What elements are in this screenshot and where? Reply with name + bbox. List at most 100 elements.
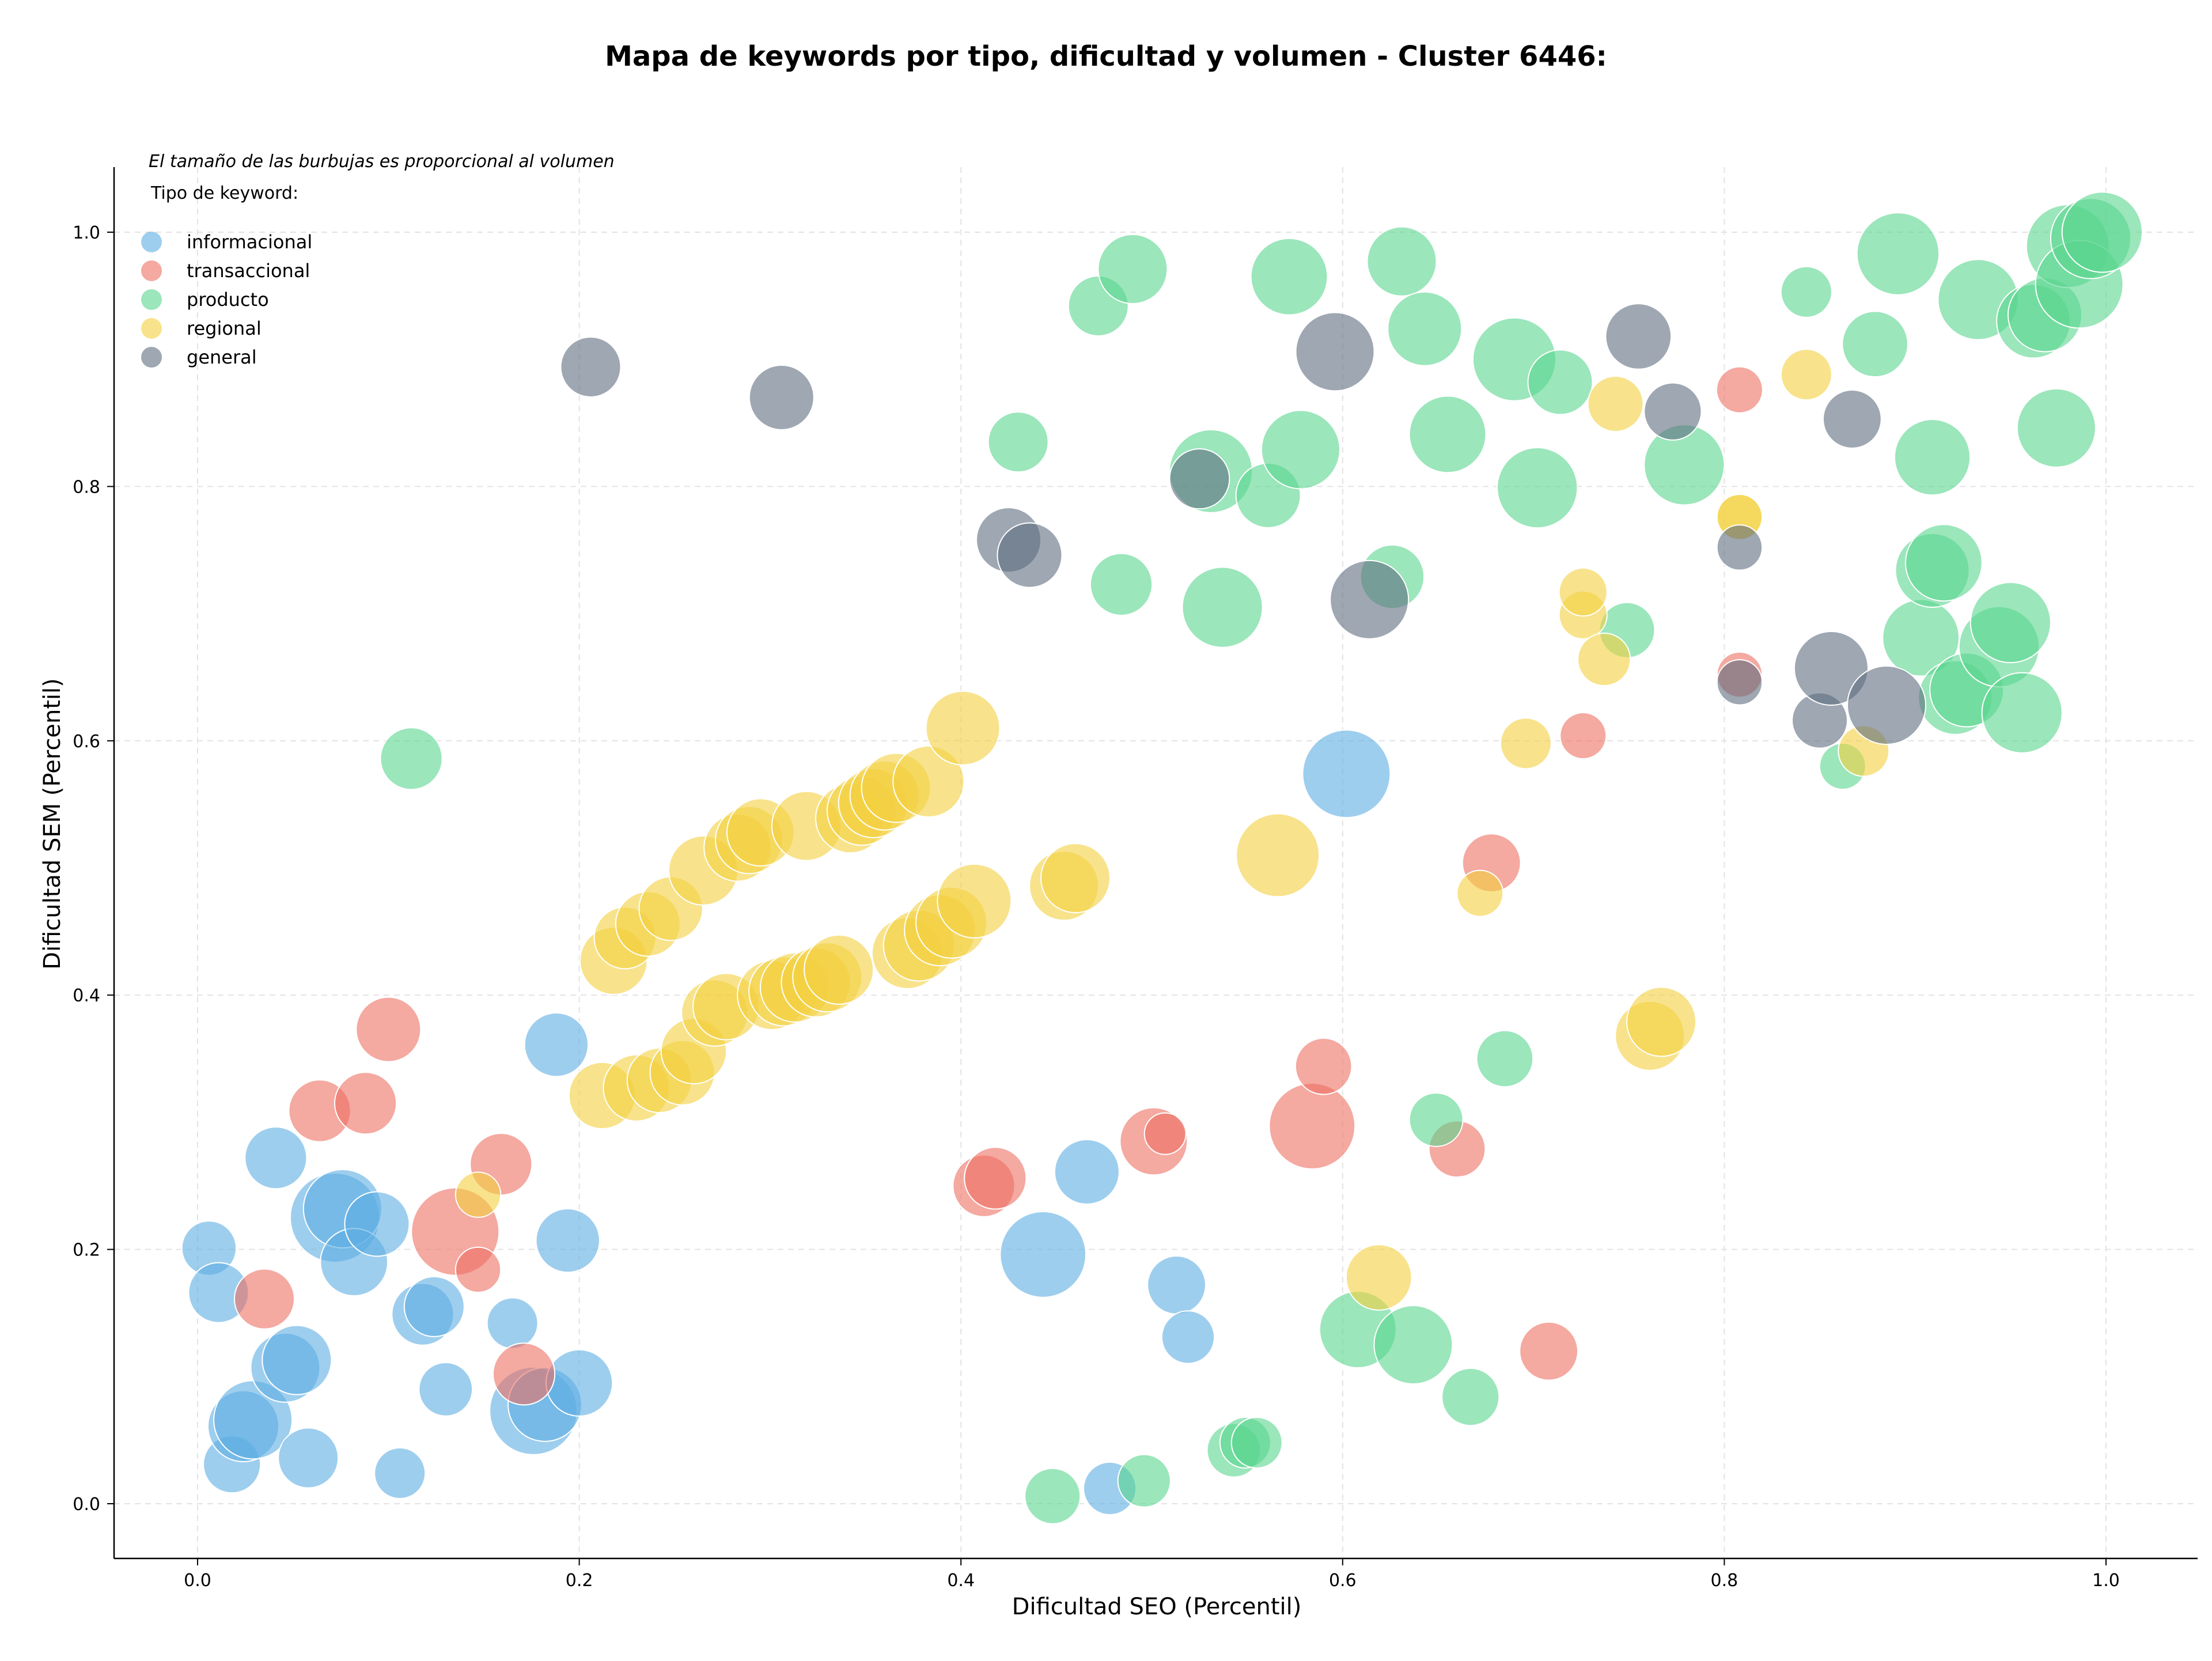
- regional-bubble: [1499, 717, 1552, 770]
- producto-bubble: [1181, 566, 1263, 648]
- legend-label-informacional: informacional: [187, 231, 312, 253]
- informacional-bubble: [418, 1361, 474, 1417]
- producto-bubble: [1408, 395, 1487, 474]
- regional-bubble: [1626, 986, 1697, 1057]
- regional-bubble: [454, 1171, 502, 1218]
- informacional-bubble: [524, 1012, 589, 1077]
- producto-bubble: [987, 411, 1049, 473]
- transaccional-bubble: [1519, 1321, 1579, 1381]
- x-tick-label: 1.0: [2092, 1571, 2120, 1591]
- informacional-bubble: [1147, 1255, 1206, 1315]
- regional-bubble: [937, 863, 1012, 939]
- producto-bubble: [1250, 237, 1328, 316]
- y-tick-label: 0.0: [73, 1494, 100, 1515]
- x-tick-label: 0.2: [566, 1571, 593, 1591]
- regional-bubble: [892, 745, 965, 818]
- general-bubble: [1716, 524, 1763, 571]
- producto-bubble: [1024, 1467, 1081, 1524]
- producto-bubble: [380, 727, 443, 790]
- y-tick-label: 1.0: [73, 223, 100, 243]
- producto-bubble: [1408, 1092, 1464, 1147]
- producto-bubble: [1230, 1417, 1283, 1469]
- regional-bubble: [1558, 567, 1608, 617]
- general-bubble: [1295, 312, 1375, 392]
- transaccional-bubble: [492, 1342, 556, 1406]
- legend-marker-regional: [141, 318, 162, 339]
- producto-bubble: [1893, 419, 1971, 496]
- x-tick-label: 0.4: [947, 1571, 975, 1591]
- bubble-layer: [181, 191, 2143, 1524]
- legend-marker-general: [141, 347, 162, 368]
- general-bubble: [748, 364, 815, 430]
- general-bubble: [560, 336, 622, 398]
- x-tick-label: 0.8: [1711, 1571, 1738, 1591]
- producto-bubble: [1497, 447, 1578, 529]
- regional-bubble: [1236, 813, 1320, 898]
- producto-bubble: [1097, 234, 1168, 305]
- axes-layer: [113, 167, 2198, 1560]
- y-tick-label: 0.8: [73, 477, 100, 497]
- transaccional-bubble: [355, 996, 422, 1062]
- producto-bubble: [1260, 410, 1340, 490]
- transaccional-bubble: [1294, 1037, 1353, 1095]
- chart-title: Mapa de keywords por tipo, dificultad y …: [605, 40, 1607, 73]
- transaccional-bubble: [334, 1072, 397, 1135]
- producto-bubble: [1780, 266, 1832, 318]
- legend-label-transaccional: transaccional: [187, 260, 310, 282]
- informacional-bubble: [1302, 729, 1391, 819]
- informacional-bubble: [278, 1427, 339, 1489]
- transaccional-bubble: [1143, 1112, 1187, 1155]
- general-bubble: [1793, 631, 1869, 706]
- general-bubble: [1169, 448, 1230, 510]
- regional-bubble: [925, 690, 1001, 766]
- informacional-bubble: [546, 1349, 613, 1417]
- general-bubble: [1330, 559, 1410, 640]
- informacional-bubble: [1054, 1138, 1120, 1205]
- bubble-size-note: El tamaño de las burbujas es proporciona…: [149, 152, 615, 172]
- transaccional-bubble: [964, 1147, 1027, 1210]
- general-bubble: [1716, 659, 1763, 706]
- informacional-bubble: [486, 1297, 539, 1349]
- producto-bubble: [1441, 1368, 1500, 1427]
- y-tick-label: 0.2: [73, 1240, 100, 1261]
- general-bubble: [1605, 303, 1672, 370]
- regional-bubble: [1780, 349, 1832, 401]
- informacional-bubble: [535, 1208, 600, 1273]
- legend-label-regional: regional: [187, 317, 262, 339]
- legend: informacional transaccional producto region…: [141, 231, 312, 368]
- x-tick-label: 0.0: [184, 1571, 211, 1591]
- general-bubble: [1822, 389, 1882, 449]
- producto-bubble: [1969, 581, 2051, 664]
- y-axis-label: Dificultad SEM (Percentil): [39, 678, 66, 970]
- tick-layer: 0.0 0.2 0.4 0.6 0.8 1.0 0.0 0.2 0.4 0.6 0.8 1.0: [73, 223, 2120, 1591]
- general-bubble: [1643, 382, 1702, 441]
- legend-marker-producto: [141, 289, 162, 310]
- informacional-bubble: [262, 1325, 332, 1395]
- transaccional-bubble: [1559, 712, 1607, 759]
- regional-bubble: [1587, 375, 1644, 432]
- regional-bubble: [1040, 843, 1111, 914]
- producto-bubble: [1117, 1454, 1171, 1508]
- legend-title: Tipo de keyword:: [150, 183, 298, 203]
- informacional-bubble: [1161, 1310, 1215, 1364]
- legend-marker-informacional: [141, 232, 162, 252]
- legend-marker-transaccional: [141, 260, 162, 281]
- producto-bubble: [1842, 311, 1908, 378]
- informacional-bubble: [244, 1126, 308, 1190]
- producto-bubble: [1856, 212, 1940, 296]
- transaccional-bubble: [1715, 366, 1763, 414]
- producto-bubble: [1366, 226, 1437, 297]
- producto-bubble: [1981, 672, 2063, 754]
- transaccional-bubble: [1268, 1083, 1356, 1170]
- producto-bubble: [1527, 349, 1593, 415]
- producto-bubble: [2061, 191, 2143, 273]
- regional-bubble: [1577, 632, 1631, 687]
- x-axis-label: Dificultad SEO (Percentil): [1012, 1594, 1302, 1620]
- informacional-bubble: [403, 1276, 465, 1337]
- transaccional-bubble: [233, 1268, 295, 1330]
- producto-bubble: [1476, 1030, 1534, 1088]
- producto-bubble: [1089, 553, 1153, 616]
- producto-bubble: [1373, 1305, 1453, 1385]
- transaccional-bubble: [454, 1246, 502, 1293]
